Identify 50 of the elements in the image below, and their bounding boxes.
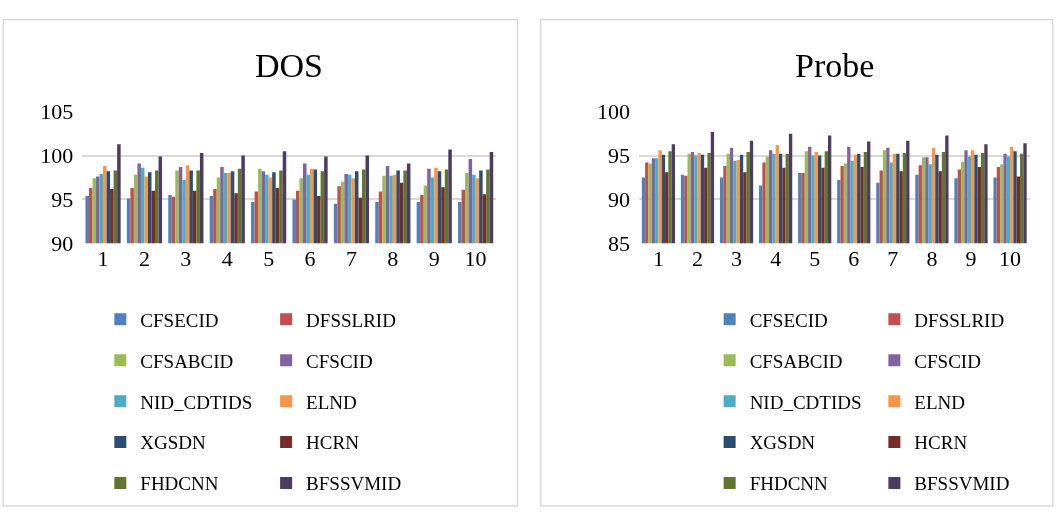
legend-label: FHDCNN <box>140 473 219 495</box>
y-tick-label: 95 <box>51 187 74 213</box>
y-tick-label: 100 <box>40 143 74 169</box>
legend-label: CFSCID <box>306 350 373 372</box>
legend-label: CFSCID <box>914 350 981 372</box>
y-tick-label: 85 <box>607 230 630 256</box>
x-tick-label: 6 <box>848 246 860 272</box>
chart-title: DOS <box>255 47 324 84</box>
x-tick-label: 1 <box>97 246 109 272</box>
x-tick-label: 6 <box>304 246 316 272</box>
x-tick-label: 10 <box>464 246 487 272</box>
legend-label: BFSSVMID <box>306 473 402 495</box>
legend-label: DFSSLRID <box>306 309 396 331</box>
legend-label: NID_CDTIDS <box>140 391 253 413</box>
legend-label: NID_CDTIDS <box>749 391 862 413</box>
legend-label: CFSECID <box>140 309 219 331</box>
y-tick-label: 95 <box>607 143 630 169</box>
x-tick-label: 7 <box>887 246 899 272</box>
legend-label: XGSDN <box>140 432 207 454</box>
x-tick-label: 8 <box>926 246 938 272</box>
y-tick-label: 90 <box>607 187 630 213</box>
x-tick-label: 9 <box>428 246 440 272</box>
x-tick-label: 1 <box>652 246 664 272</box>
legend-label: DFSSLRID <box>914 309 1005 331</box>
y-tick-label: 105 <box>40 99 74 125</box>
x-tick-label: 4 <box>221 246 233 272</box>
legend-label: CFSECID <box>749 309 828 331</box>
legend-label: CFSABCID <box>749 350 843 372</box>
x-tick-label: 8 <box>387 246 399 272</box>
legend-label: HCRN <box>914 432 968 454</box>
x-tick-label: 4 <box>770 246 782 272</box>
y-tick-label: 100 <box>596 99 630 125</box>
x-tick-label: 5 <box>809 246 821 272</box>
x-tick-label: 10 <box>999 246 1022 272</box>
legend-label: CFSABCID <box>140 350 234 372</box>
legend-label: FHDCNN <box>749 473 829 495</box>
x-tick-label: 3 <box>731 246 743 272</box>
y-tick-label: 90 <box>51 230 74 256</box>
x-tick-label: 5 <box>263 246 275 272</box>
legend-label: HCRN <box>306 432 360 454</box>
legend-label: BFSSVMID <box>914 473 1010 495</box>
x-tick-label: 2 <box>691 246 703 272</box>
legend-label: ELND <box>914 391 966 413</box>
x-tick-label: 2 <box>138 246 150 272</box>
legend-label: XGSDN <box>749 432 816 454</box>
chart-title: Probe <box>795 47 875 84</box>
x-tick-label: 3 <box>180 246 192 272</box>
legend-label: ELND <box>306 391 357 413</box>
x-tick-label: 9 <box>965 246 977 272</box>
x-tick-label: 7 <box>345 246 357 272</box>
